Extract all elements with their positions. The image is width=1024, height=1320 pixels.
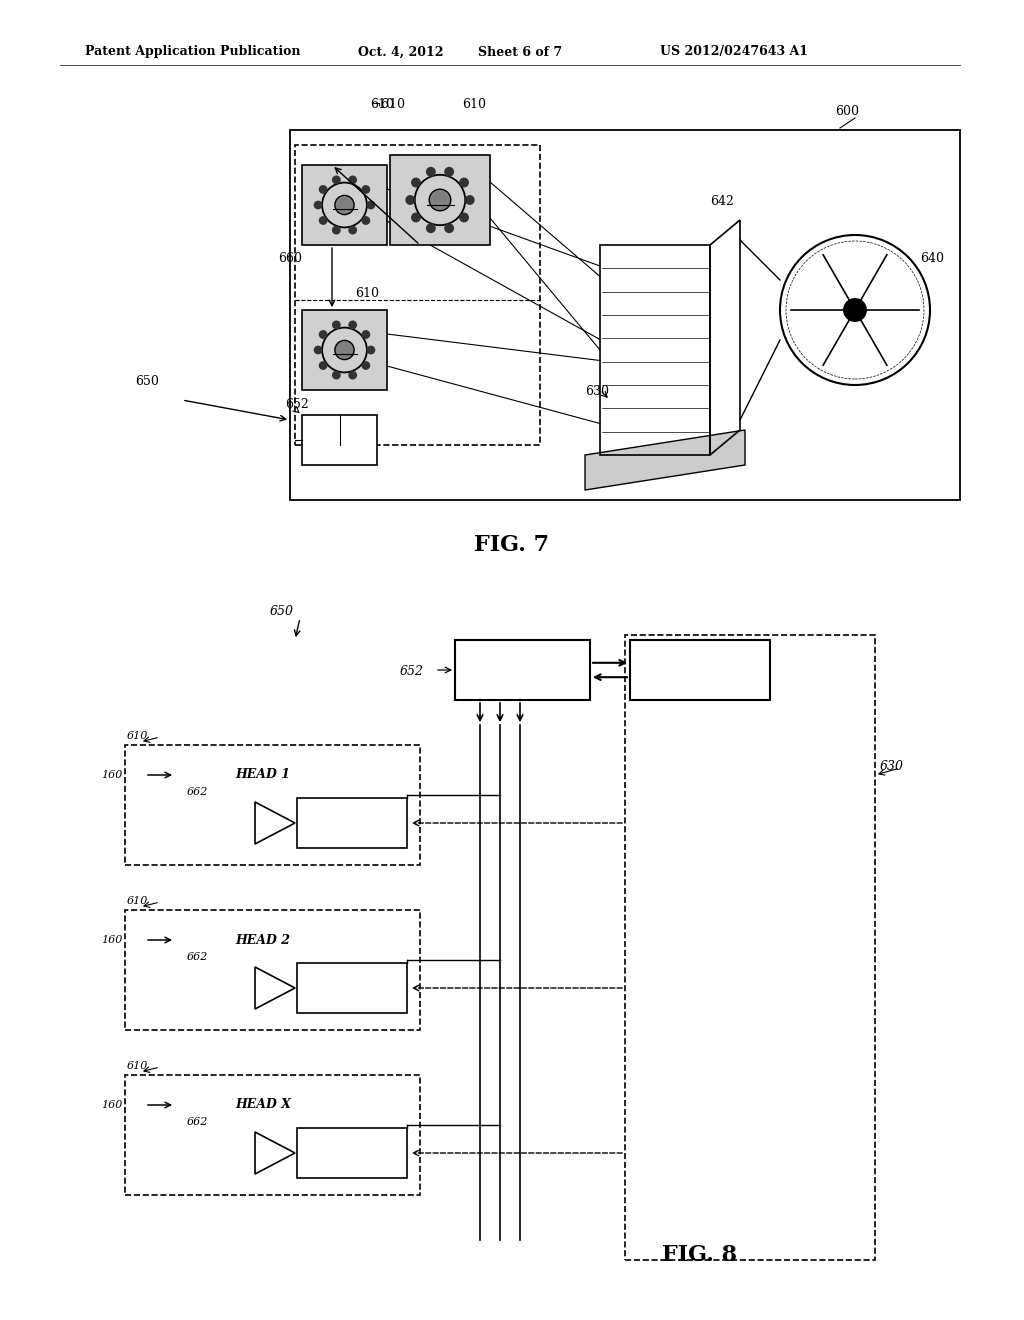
Bar bbox=[302, 165, 387, 246]
Circle shape bbox=[318, 216, 328, 224]
Text: 630: 630 bbox=[585, 385, 609, 399]
Text: MARKING
DETECTOR: MARKING DETECTOR bbox=[319, 812, 385, 834]
Text: 610: 610 bbox=[127, 896, 148, 906]
Circle shape bbox=[361, 216, 371, 224]
Bar bbox=[297, 1129, 407, 1177]
Circle shape bbox=[429, 189, 451, 211]
Circle shape bbox=[348, 176, 357, 185]
Text: 650: 650 bbox=[135, 375, 159, 388]
Text: Patent Application Publication: Patent Application Publication bbox=[85, 45, 300, 58]
Circle shape bbox=[444, 223, 454, 234]
Circle shape bbox=[318, 330, 328, 339]
Text: 610: 610 bbox=[462, 98, 486, 111]
Text: Sheet 6 of 7: Sheet 6 of 7 bbox=[478, 45, 562, 58]
Text: 650: 650 bbox=[270, 605, 294, 618]
Text: HEAD 1: HEAD 1 bbox=[234, 768, 290, 781]
Circle shape bbox=[318, 362, 328, 370]
Text: MARKING
DETECTOR: MARKING DETECTOR bbox=[319, 977, 385, 999]
Circle shape bbox=[465, 195, 475, 205]
Bar bbox=[297, 799, 407, 847]
Text: Oct. 4, 2012: Oct. 4, 2012 bbox=[358, 45, 443, 58]
Circle shape bbox=[459, 178, 469, 187]
Bar bbox=[125, 1074, 420, 1195]
Circle shape bbox=[313, 201, 323, 210]
Circle shape bbox=[335, 195, 354, 215]
Text: TRANSLATION
PLATFORM: TRANSLATION PLATFORM bbox=[653, 656, 746, 684]
Text: 160: 160 bbox=[101, 1100, 123, 1110]
Circle shape bbox=[426, 223, 436, 234]
Circle shape bbox=[367, 346, 376, 354]
Circle shape bbox=[411, 213, 421, 222]
Text: HEAD 2: HEAD 2 bbox=[234, 933, 290, 946]
Circle shape bbox=[332, 176, 341, 185]
Text: FIG. 8: FIG. 8 bbox=[663, 1243, 737, 1266]
Text: 160: 160 bbox=[101, 935, 123, 945]
Circle shape bbox=[313, 346, 323, 354]
Circle shape bbox=[361, 330, 371, 339]
Circle shape bbox=[332, 371, 341, 380]
Text: 662: 662 bbox=[187, 787, 208, 797]
Circle shape bbox=[335, 341, 354, 359]
Text: 660: 660 bbox=[460, 210, 484, 223]
Text: 660: 660 bbox=[278, 252, 302, 265]
Text: MARKING
DETECTOR: MARKING DETECTOR bbox=[319, 1142, 385, 1164]
Circle shape bbox=[844, 298, 866, 321]
Circle shape bbox=[459, 213, 469, 222]
Text: 662: 662 bbox=[187, 952, 208, 962]
Bar bbox=[625, 635, 874, 1261]
Text: 652: 652 bbox=[400, 665, 424, 678]
Text: 630: 630 bbox=[880, 760, 904, 774]
Text: 640: 640 bbox=[920, 252, 944, 265]
Circle shape bbox=[411, 178, 421, 187]
Bar bbox=[290, 129, 961, 500]
Circle shape bbox=[318, 185, 328, 194]
Circle shape bbox=[426, 166, 436, 177]
Bar bbox=[302, 414, 377, 465]
Bar bbox=[295, 145, 540, 445]
Bar bbox=[297, 964, 407, 1012]
Text: FIG. 7: FIG. 7 bbox=[474, 535, 550, 556]
Circle shape bbox=[361, 185, 371, 194]
Circle shape bbox=[361, 362, 371, 370]
Text: 652: 652 bbox=[285, 399, 309, 411]
Text: 642: 642 bbox=[710, 195, 734, 209]
Text: HEAD X: HEAD X bbox=[234, 1098, 291, 1111]
Text: $\neg$610: $\neg$610 bbox=[370, 96, 406, 111]
Circle shape bbox=[348, 371, 357, 380]
Polygon shape bbox=[585, 430, 745, 490]
Bar bbox=[302, 310, 387, 389]
Bar bbox=[125, 909, 420, 1030]
Text: 600: 600 bbox=[835, 106, 859, 117]
Text: 662: 662 bbox=[187, 1117, 208, 1127]
Bar bbox=[125, 744, 420, 865]
Circle shape bbox=[444, 166, 454, 177]
Text: 610: 610 bbox=[127, 1061, 148, 1071]
Text: 610: 610 bbox=[370, 98, 394, 111]
Circle shape bbox=[348, 226, 357, 235]
Text: US 2012/0247643 A1: US 2012/0247643 A1 bbox=[660, 45, 808, 58]
Circle shape bbox=[348, 321, 357, 329]
Text: 160: 160 bbox=[101, 770, 123, 780]
Circle shape bbox=[332, 226, 341, 235]
Circle shape bbox=[332, 321, 341, 329]
Circle shape bbox=[406, 195, 416, 205]
Text: 610: 610 bbox=[127, 731, 148, 741]
Circle shape bbox=[367, 201, 376, 210]
Bar bbox=[455, 640, 590, 700]
Bar bbox=[630, 640, 770, 700]
Bar bbox=[390, 154, 490, 246]
Text: MACHINE
CONTROLLER: MACHINE CONTROLLER bbox=[478, 656, 566, 684]
Text: 610: 610 bbox=[355, 286, 379, 300]
